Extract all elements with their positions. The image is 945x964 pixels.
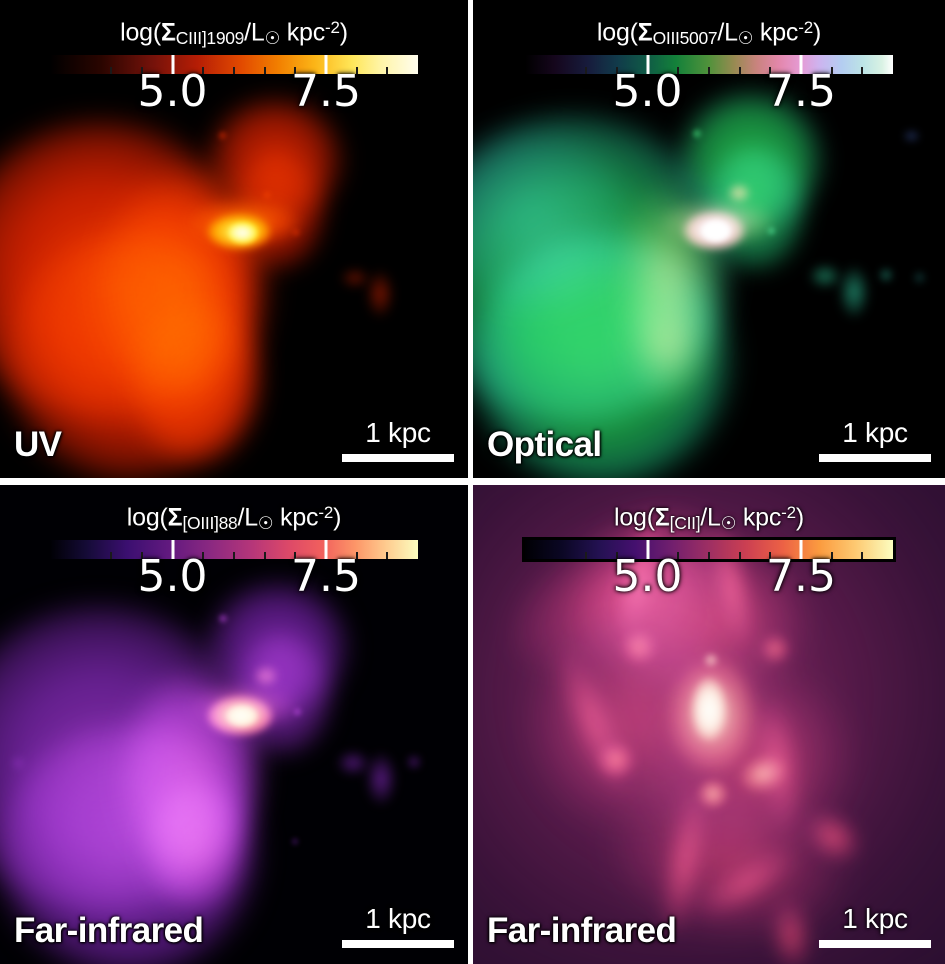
bright-knot-core [228, 222, 258, 244]
faint-clump [290, 837, 300, 846]
emission-map-oiii88 [0, 485, 468, 964]
faint-clump [406, 272, 420, 284]
faint-clump [366, 270, 394, 318]
scale-bar-label: 1 kpc [365, 417, 431, 448]
faint-clump [903, 130, 920, 142]
bright-knot-core [701, 220, 731, 242]
secondary-knot [698, 780, 728, 808]
emission-map-cii [473, 485, 945, 964]
scale-bar-group: 1 kpc [819, 419, 931, 462]
faint-clump [691, 128, 703, 139]
faint-clump [291, 228, 301, 237]
faint-clump [262, 190, 272, 200]
faint-clump [766, 226, 777, 236]
faint-clump [878, 268, 894, 282]
emission-map-uv [0, 0, 468, 478]
companion-knot [253, 665, 279, 687]
faint-clump [340, 268, 370, 288]
faint-clump [406, 755, 422, 769]
faint-clump [809, 264, 841, 288]
scale-bar-line [342, 454, 454, 462]
sky-image-uv [0, 0, 468, 478]
main-blob-olive [623, 285, 713, 405]
scale-bar-line [819, 940, 931, 948]
faint-clump [337, 751, 369, 775]
faint-clump [839, 266, 869, 318]
sky-image-optical [473, 0, 945, 478]
faint-clump [366, 753, 396, 805]
main-blob [145, 780, 245, 910]
scale-bar-group: 1 kpc [819, 905, 931, 948]
panel-corner-label: Far-infrared [487, 911, 677, 950]
panel-corner-label: Optical [487, 425, 602, 464]
scale-bar-group: 1 kpc [342, 905, 454, 948]
faint-clump [217, 613, 229, 624]
faint-clump [292, 707, 303, 717]
sky-image-cii [473, 485, 945, 964]
panel-far-infrared-oiii88: log(Σ[OIII]88/L☉ kpc-2) 5.0 7.5 Far-infr… [0, 485, 468, 964]
scale-bar-group: 1 kpc [342, 419, 454, 462]
emission-map-optical [473, 0, 945, 478]
scale-bar-line [342, 940, 454, 948]
bright-knot-core [226, 705, 258, 727]
main-blob-teal-edge [473, 130, 633, 310]
faint-clump [217, 130, 228, 141]
faint-clump [11, 757, 25, 769]
companion-knot [727, 183, 751, 203]
bright-knot-core [692, 678, 726, 740]
faint-clump [913, 272, 926, 283]
scale-bar-label: 1 kpc [842, 417, 908, 448]
panel-optical-oiii5007: log(ΣOIII5007/L☉ kpc-2) 5.0 7.5 Optical … [473, 0, 945, 478]
secondary-knot [760, 635, 790, 663]
scale-bar-line [819, 454, 931, 462]
main-blob [130, 300, 260, 465]
panel-corner-label: Far-infrared [14, 911, 204, 950]
sky-image-oiii88 [0, 485, 468, 964]
secondary-knot [597, 743, 635, 777]
panel-uv-ciii1909: log(ΣCIII]1909/L☉ kpc-2) 5.0 7.5 UV 1 kp… [0, 0, 468, 478]
scale-bar-label: 1 kpc [365, 903, 431, 934]
panel-corner-label: UV [14, 425, 62, 464]
secondary-knot [621, 630, 657, 664]
panel-far-infrared-cii: log(Σ[CII]/L☉ kpc-2) 5.0 7.5 Far-infrare… [473, 485, 945, 964]
scale-bar-label: 1 kpc [842, 903, 908, 934]
